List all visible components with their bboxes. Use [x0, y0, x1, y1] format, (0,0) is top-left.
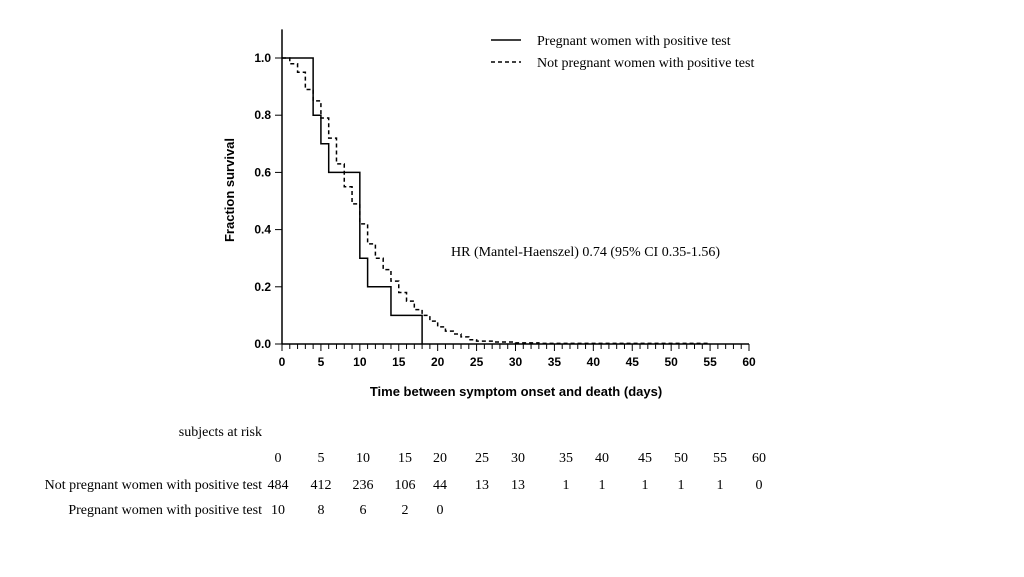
y-tick-label: 0.6 [254, 165, 271, 179]
x-tick-label: 55 [703, 355, 717, 369]
risk-time-header: 20 [433, 451, 447, 466]
x-tick-label: 5 [318, 355, 325, 369]
x-axis-title: Time between symptom onset and death (da… [370, 384, 662, 399]
risk-value: 8 [318, 503, 325, 518]
x-tick-label: 35 [548, 355, 562, 369]
hazard-ratio-annotation: HR (Mantel-Haenszel) 0.74 (95% CI 0.35-1… [451, 245, 720, 260]
y-tick-label: 0.4 [254, 223, 271, 237]
y-tick-label: 0.8 [254, 108, 271, 122]
risk-value: 10 [271, 503, 285, 518]
y-tick-label: 0.0 [254, 337, 271, 351]
risk-time-header: 5 [318, 451, 325, 466]
risk-time-header: 45 [638, 451, 652, 466]
risk-value: 6 [360, 503, 367, 518]
x-tick-label: 40 [587, 355, 601, 369]
risk-value: 412 [311, 478, 332, 493]
x-tick-label: 20 [431, 355, 445, 369]
risk-value: 13 [511, 478, 525, 493]
risk-value: 0 [437, 503, 444, 518]
risk-table: subjects at risk 0 5 10 15 20 25 30 35 40 45 50 55 6… [45, 425, 766, 518]
x-tick-label: 25 [470, 355, 484, 369]
axes: 0 5 10 15 20 25 30 35 40 45 50 55 60 0.0 0.2 0.4 0.6 0.8 1… [254, 29, 756, 369]
risk-value: 236 [353, 478, 374, 493]
risk-value: 1 [642, 478, 649, 493]
legend: Pregnant women with positive test Not pr… [491, 34, 754, 71]
risk-value: 0 [756, 478, 763, 493]
y-axis-title: Fraction survival [222, 138, 237, 242]
risk-value: 1 [563, 478, 570, 493]
x-tick-label: 0 [279, 355, 286, 369]
legend-label-not-pregnant: Not pregnant women with positive test [537, 56, 754, 71]
risk-value: 1 [678, 478, 685, 493]
risk-time-header: 25 [475, 451, 489, 466]
survival-curves [282, 57, 711, 345]
risk-value: 13 [475, 478, 489, 493]
risk-time-header: 10 [356, 451, 370, 466]
risk-time-header: 15 [398, 451, 412, 466]
legend-label-pregnant: Pregnant women with positive test [537, 34, 731, 49]
risk-value: 484 [268, 478, 289, 493]
risk-value: 1 [717, 478, 724, 493]
risk-row-label: Pregnant women with positive test [68, 503, 262, 518]
risk-time-header: 35 [559, 451, 573, 466]
x-tick-label: 60 [742, 355, 756, 369]
risk-table-title: subjects at risk [179, 425, 262, 440]
x-tick-label: 50 [664, 355, 678, 369]
risk-time-header: 40 [595, 451, 609, 466]
x-tick-label: 10 [353, 355, 367, 369]
risk-time-header: 0 [275, 451, 282, 466]
risk-value: 1 [599, 478, 606, 493]
risk-time-header: 60 [752, 451, 766, 466]
x-tick-label: 45 [626, 355, 640, 369]
series-line-not-pregnant [282, 57, 711, 345]
x-tick-label: 15 [392, 355, 406, 369]
risk-time-header: 55 [713, 451, 727, 466]
risk-row-label: Not pregnant women with positive test [45, 478, 262, 493]
risk-value: 44 [433, 478, 447, 493]
risk-time-header: 50 [674, 451, 688, 466]
y-tick-label: 0.2 [254, 280, 271, 294]
risk-value: 106 [395, 478, 416, 493]
risk-time-header: 30 [511, 451, 525, 466]
x-tick-label: 30 [509, 355, 523, 369]
risk-value: 2 [402, 503, 409, 518]
series-line-pregnant [282, 57, 423, 344]
y-tick-label: 1.0 [254, 51, 271, 65]
